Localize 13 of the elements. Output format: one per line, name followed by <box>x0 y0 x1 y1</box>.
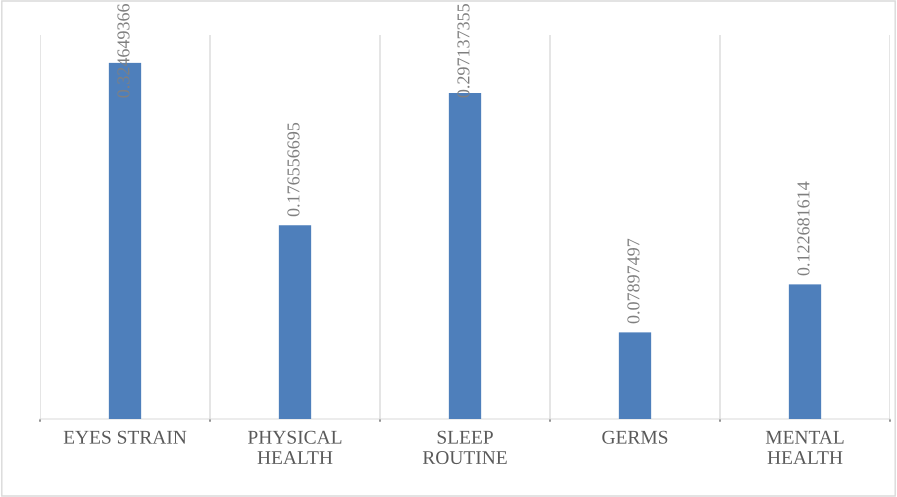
x-tick-label: PHYSICAL HEALTH <box>248 430 342 464</box>
data-label: 0.07897497 <box>627 238 640 324</box>
bar <box>788 284 822 419</box>
x-tick-label: EYES STRAIN <box>64 430 186 444</box>
bar <box>278 225 312 419</box>
x-tick-label: GERMS <box>602 430 668 444</box>
data-label: 0.176556695 <box>287 122 300 216</box>
data-label: 0.122681614 <box>797 182 810 276</box>
data-label: 0.324649366 <box>117 4 130 98</box>
bar <box>618 332 652 419</box>
x-tick-label: SLEEP ROUTINE <box>422 430 507 464</box>
data-label: 0.297137355 <box>457 4 470 98</box>
x-tick-label: MENTAL HEALTH <box>766 430 844 464</box>
